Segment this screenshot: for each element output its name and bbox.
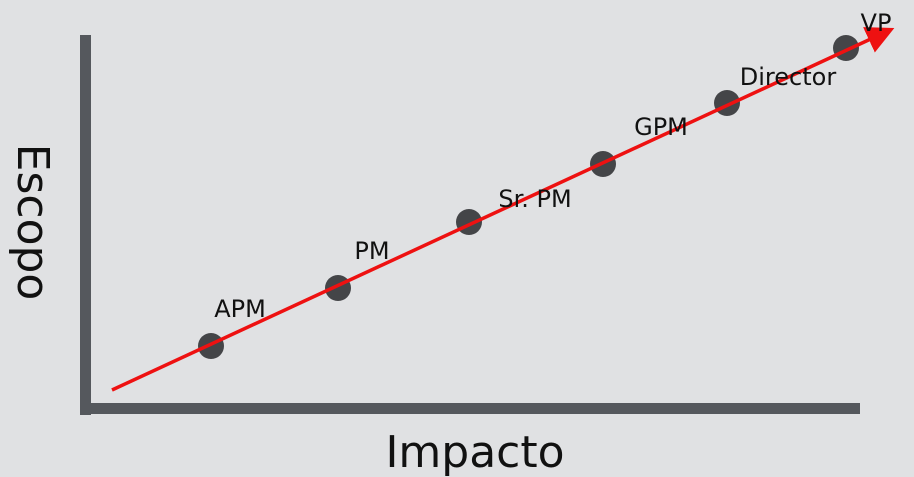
node-label: Sr. PM — [498, 185, 571, 213]
progression-arrow — [111, 27, 895, 392]
node-label: PM — [354, 237, 389, 265]
labels: APM PM Sr. PM GPM Director VP — [214, 9, 891, 323]
node-label: GPM — [634, 113, 688, 141]
y-axis-label: Escopo — [7, 144, 58, 301]
node-label: APM — [214, 295, 266, 323]
x-axis-label: Impacto — [385, 427, 564, 477]
x-axis — [80, 403, 860, 414]
node-label: VP — [861, 9, 892, 37]
node-label: Director — [740, 63, 837, 91]
y-axis — [80, 35, 91, 415]
